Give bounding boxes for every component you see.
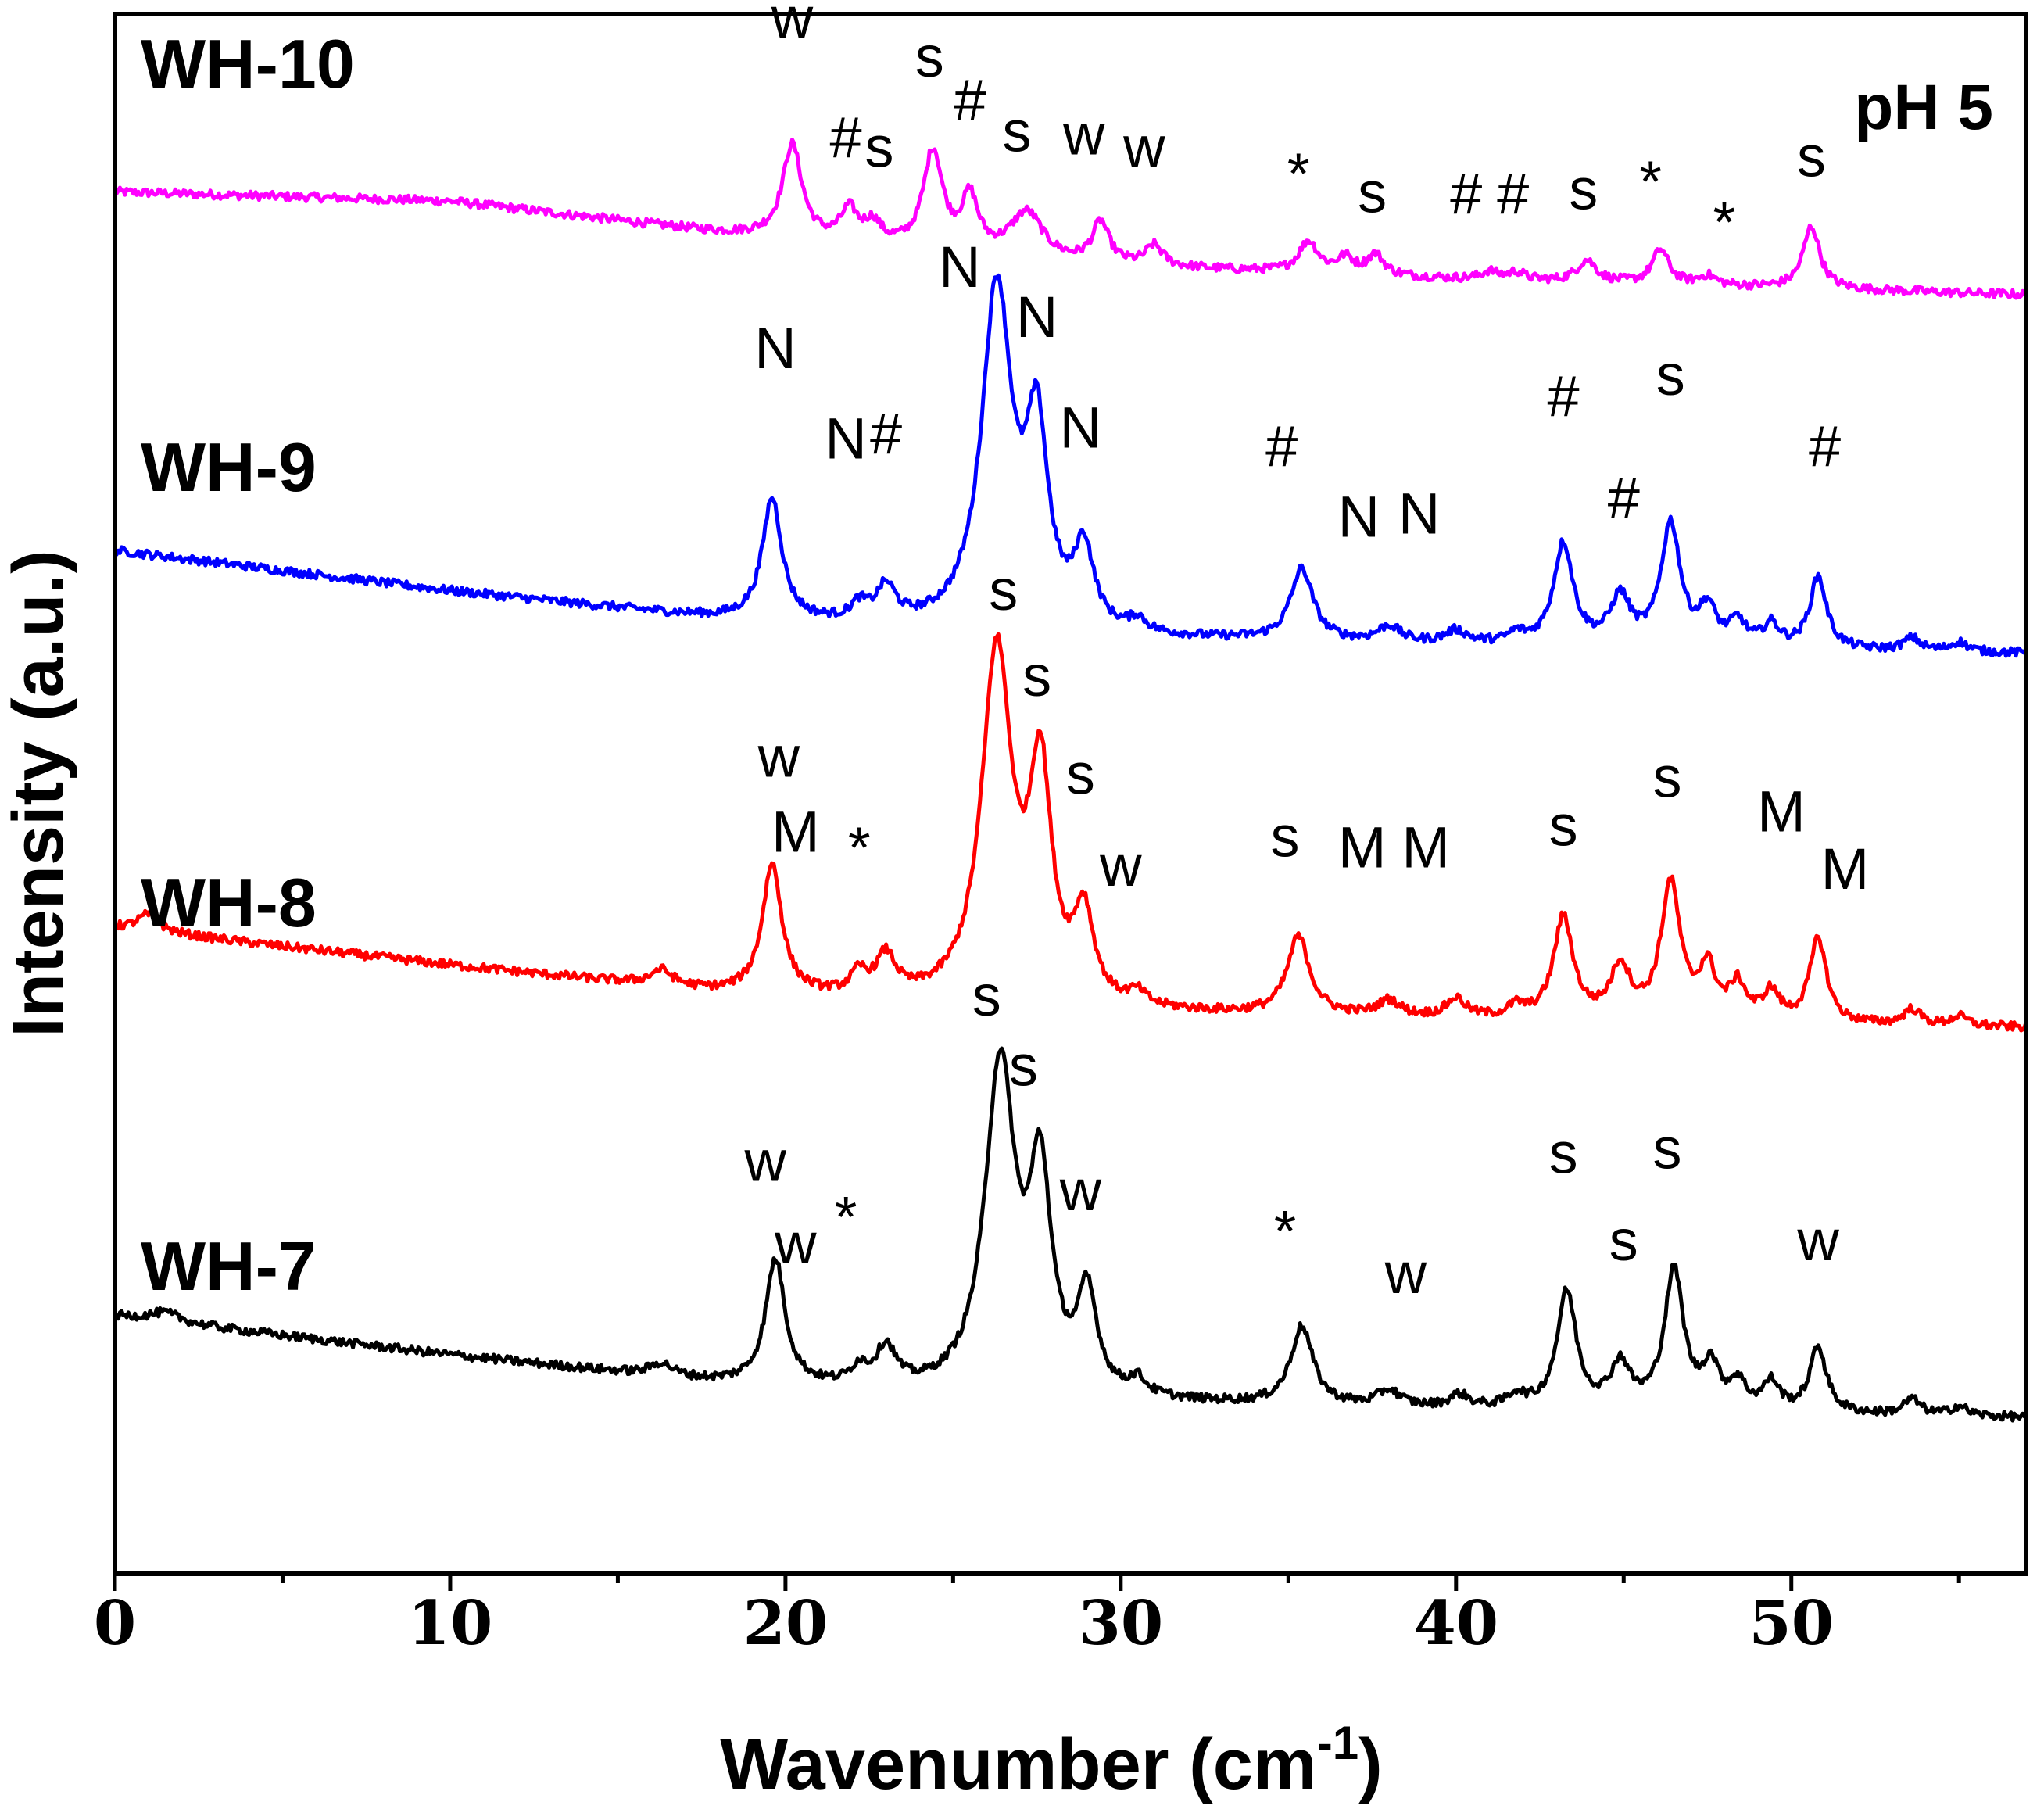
peak-label: s xyxy=(865,115,894,180)
peak-label: s xyxy=(1358,159,1387,224)
x-axis-title-main: Wavenumber (cm xyxy=(720,1725,1316,1804)
x-axis-ticks: 0 10 20 30 40 50 xyxy=(94,1574,1961,1659)
peak-label: # xyxy=(1450,161,1482,226)
peak-label: s xyxy=(1656,342,1685,407)
peak-label: * xyxy=(848,815,871,880)
plot-frame xyxy=(113,12,2028,1576)
peak-label: # xyxy=(954,68,986,133)
series-line-wh-7 xyxy=(113,1046,2028,1423)
x-tick-label: 0 xyxy=(94,1588,136,1659)
peak-label: M xyxy=(1401,815,1450,880)
peak-label: M xyxy=(1338,815,1387,880)
peak-label: * xyxy=(1639,149,1662,213)
peak-label: w xyxy=(1796,1208,1839,1273)
series-line-wh-10 xyxy=(113,138,2028,300)
peak-label: w xyxy=(757,725,800,790)
x-axis-title-close: ) xyxy=(1358,1725,1383,1804)
peak-label: s xyxy=(1653,745,1682,810)
peak-label: w xyxy=(1384,1241,1427,1306)
x-axis-title-superscript: -1 xyxy=(1317,1717,1358,1769)
peak-label: s xyxy=(1549,1120,1578,1185)
peak-label: s xyxy=(1271,804,1300,869)
peak-label: * xyxy=(1713,189,1735,254)
series-name-wh-7: WH-7 xyxy=(141,1227,317,1305)
peak-label: M xyxy=(771,799,820,864)
peak-label: # xyxy=(870,402,902,467)
series-line-wh-8 xyxy=(113,632,2028,1033)
series-name-wh-10: WH-10 xyxy=(141,25,355,102)
peak-label: N xyxy=(825,407,866,471)
series-name-wh-8: WH-8 xyxy=(141,864,317,941)
peak-label: s xyxy=(915,24,944,89)
peak-label: s xyxy=(1549,793,1578,858)
peak-label: # xyxy=(830,106,862,170)
x-tick-label: 40 xyxy=(1414,1588,1499,1659)
peak-label: # xyxy=(1608,465,1640,530)
peak-label: N xyxy=(939,235,980,299)
x-tick-label: 20 xyxy=(743,1588,829,1659)
peak-label: s xyxy=(1009,1034,1038,1098)
series-name-wh-9: WH-9 xyxy=(141,428,317,506)
series-names: WH-10 WH-9 WH-8 WH-7 xyxy=(141,25,355,1305)
peak-label: # xyxy=(1497,161,1529,226)
peak-label: # xyxy=(1809,414,1841,479)
series-line-wh-9 xyxy=(113,273,2027,658)
peak-label: w xyxy=(1099,833,1142,898)
peak-label: w xyxy=(1059,1158,1102,1223)
peak-label: N xyxy=(1016,285,1058,349)
peak-label: s xyxy=(1653,1116,1682,1180)
peak-label: w xyxy=(774,1211,817,1276)
peak-label: w xyxy=(1062,102,1105,167)
peak-label: * xyxy=(835,1184,857,1249)
x-tick-label: 30 xyxy=(1079,1588,1164,1659)
peak-label: N xyxy=(1338,484,1380,549)
peak-label: s xyxy=(972,963,1001,1028)
peak-label: M xyxy=(1757,779,1806,844)
ph-annotation: pH 5 xyxy=(1854,72,1993,143)
peak-label: w xyxy=(771,0,814,50)
peak-label: M xyxy=(1821,837,1870,901)
x-axis-title: Wavenumber (cm-1) xyxy=(720,1717,1382,1804)
peak-label: s xyxy=(1797,124,1826,189)
peak-label: # xyxy=(1548,364,1580,429)
y-axis-title: Intensity (a.u.) xyxy=(0,550,78,1037)
x-tick-label: 10 xyxy=(408,1588,493,1659)
peak-label: s xyxy=(1022,643,1051,708)
peak-label: N xyxy=(1398,481,1440,546)
peak-label: s xyxy=(989,557,1018,622)
peak-label: * xyxy=(1274,1198,1297,1263)
peak-label: # xyxy=(1265,414,1298,479)
peak-label: w xyxy=(1122,115,1165,180)
peak-label: s xyxy=(1569,156,1598,221)
series-traces xyxy=(113,138,2028,1423)
peak-label: w xyxy=(743,1128,786,1193)
peak-label: N xyxy=(754,316,796,381)
peak-label: N xyxy=(1060,396,1101,460)
x-tick-label: 50 xyxy=(1749,1588,1834,1659)
peak-label: s xyxy=(1002,99,1031,164)
peak-label: s xyxy=(1066,742,1095,807)
peak-label: s xyxy=(1609,1208,1638,1273)
peak-label: * xyxy=(1287,141,1310,206)
